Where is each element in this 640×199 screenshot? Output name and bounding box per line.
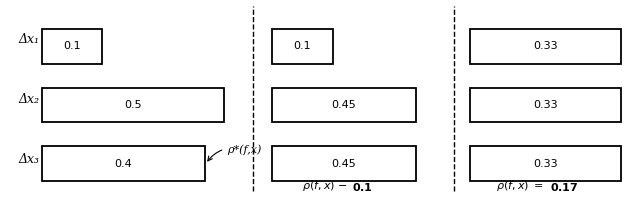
Text: ρ*(f,x): ρ*(f,x): [208, 144, 262, 161]
Bar: [272, 88, 416, 122]
Bar: [42, 29, 102, 64]
Text: 0.33: 0.33: [533, 159, 558, 169]
Text: $\rho(f,x)$ $=$: $\rho(f,x)$ $=$: [496, 179, 547, 193]
Text: $\mathbf{0.17}$: $\mathbf{0.17}$: [550, 181, 579, 193]
Text: 0.4: 0.4: [115, 159, 132, 169]
Text: 0.1: 0.1: [63, 41, 81, 51]
Text: Δx₂: Δx₂: [18, 93, 39, 106]
Text: $\mathbf{0.1}$: $\mathbf{0.1}$: [352, 181, 373, 193]
Text: Δx₁: Δx₁: [18, 33, 39, 46]
Bar: [470, 146, 621, 181]
Bar: [470, 29, 621, 64]
Bar: [42, 146, 205, 181]
Bar: [272, 29, 333, 64]
Bar: [470, 88, 621, 122]
Text: $\rho(f,x)$ $-$: $\rho(f,x)$ $-$: [302, 179, 349, 193]
Text: 0.45: 0.45: [332, 100, 356, 110]
Bar: [42, 88, 224, 122]
Bar: [272, 146, 416, 181]
Text: 0.5: 0.5: [124, 100, 141, 110]
Text: Δx₃: Δx₃: [18, 153, 39, 166]
Text: 0.45: 0.45: [332, 159, 356, 169]
Text: 0.33: 0.33: [533, 100, 558, 110]
Text: 0.33: 0.33: [533, 41, 558, 51]
Text: 0.1: 0.1: [294, 41, 311, 51]
